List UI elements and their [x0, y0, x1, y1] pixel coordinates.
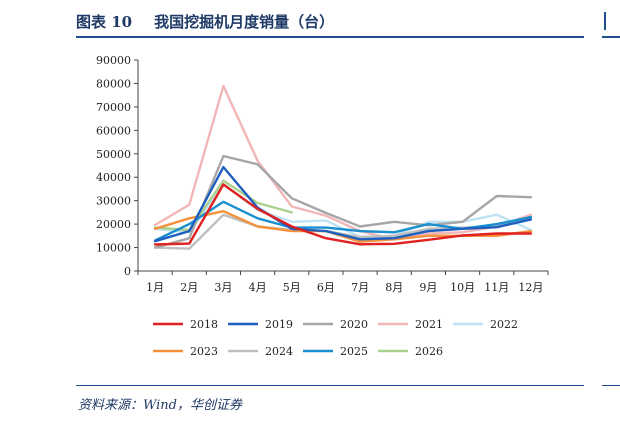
- series-line-2020: [153, 154, 533, 249]
- x-tick-label: 10月: [450, 281, 475, 294]
- x-tick-label: 11月: [484, 281, 509, 294]
- y-tick-label: 90000: [96, 54, 131, 67]
- legend-label: 2025: [340, 345, 368, 358]
- footer-rule: [76, 385, 584, 386]
- series-line-2018: [153, 183, 533, 246]
- legend-item: 2023: [153, 345, 218, 358]
- x-tick-label: 1月: [146, 281, 164, 294]
- y-tick-label: 40000: [96, 171, 131, 184]
- legend-item: 2024: [228, 345, 293, 358]
- legend-item: 2025: [303, 345, 368, 358]
- adjacent-panel-edge: [604, 12, 616, 30]
- y-tick-label: 70000: [96, 101, 131, 114]
- legend-label: 2022: [490, 318, 518, 331]
- series-line-2021: [153, 84, 533, 241]
- y-tick-label: 50000: [96, 148, 131, 161]
- x-tick-label: 12月: [518, 281, 543, 294]
- legend-item: 2026: [378, 345, 443, 358]
- legend-label: 2019: [265, 318, 293, 331]
- header-rule: [76, 36, 584, 38]
- x-tick-label: 5月: [283, 281, 301, 294]
- legend-item: 2018: [153, 318, 218, 331]
- legend-label: 2023: [190, 345, 218, 358]
- y-tick-label: 10000: [96, 242, 131, 255]
- y-tick-label: 30000: [96, 195, 131, 208]
- legend-label: 2026: [415, 345, 443, 358]
- y-tick-label: 20000: [96, 218, 131, 231]
- legend-label: 2021: [415, 318, 443, 331]
- legend-label: 2018: [190, 318, 218, 331]
- figure-label: 图表 10: [76, 12, 133, 31]
- legend-item: 2021: [378, 318, 443, 331]
- legend-label: 2020: [340, 318, 368, 331]
- x-tick-label: 8月: [385, 281, 403, 294]
- y-tick-label: 80000: [96, 77, 131, 90]
- x-tick-label: 7月: [351, 281, 369, 294]
- legend-item: 2020: [303, 318, 368, 331]
- x-tick-label: 4月: [249, 281, 267, 294]
- y-tick-label: 0: [124, 265, 131, 278]
- source-note: 资料来源：Wind，华创证券: [78, 398, 242, 413]
- chart-header: 图表 10 我国挖掘机月度销量（台）: [76, 8, 580, 34]
- legend-label: 2024: [265, 345, 293, 358]
- x-tick-label: 2月: [180, 281, 198, 294]
- axes: 0 10000 20000 30000 40000 50000 60000 70000 8000…: [96, 54, 549, 294]
- series-lines: [153, 84, 533, 250]
- legend-item: 2022: [453, 318, 518, 331]
- legend-item: 2019: [228, 318, 293, 331]
- footer-rule-right: [602, 385, 620, 386]
- x-tick-label: 3月: [214, 281, 232, 294]
- y-tick-label: 60000: [96, 124, 131, 137]
- header-rule-right: [602, 36, 620, 38]
- x-tick-label: 9月: [419, 281, 437, 294]
- legend: 2018 2019 2020 2021 2022 2023 2024 2025 2026: [153, 318, 518, 358]
- line-chart: 0 10000 20000 30000 40000 50000 60000 70000 8000…: [96, 54, 549, 358]
- series-line-2019: [153, 165, 533, 243]
- page-title: 我国挖掘机月度销量（台）: [154, 12, 335, 31]
- x-tick-label: 6月: [317, 281, 335, 294]
